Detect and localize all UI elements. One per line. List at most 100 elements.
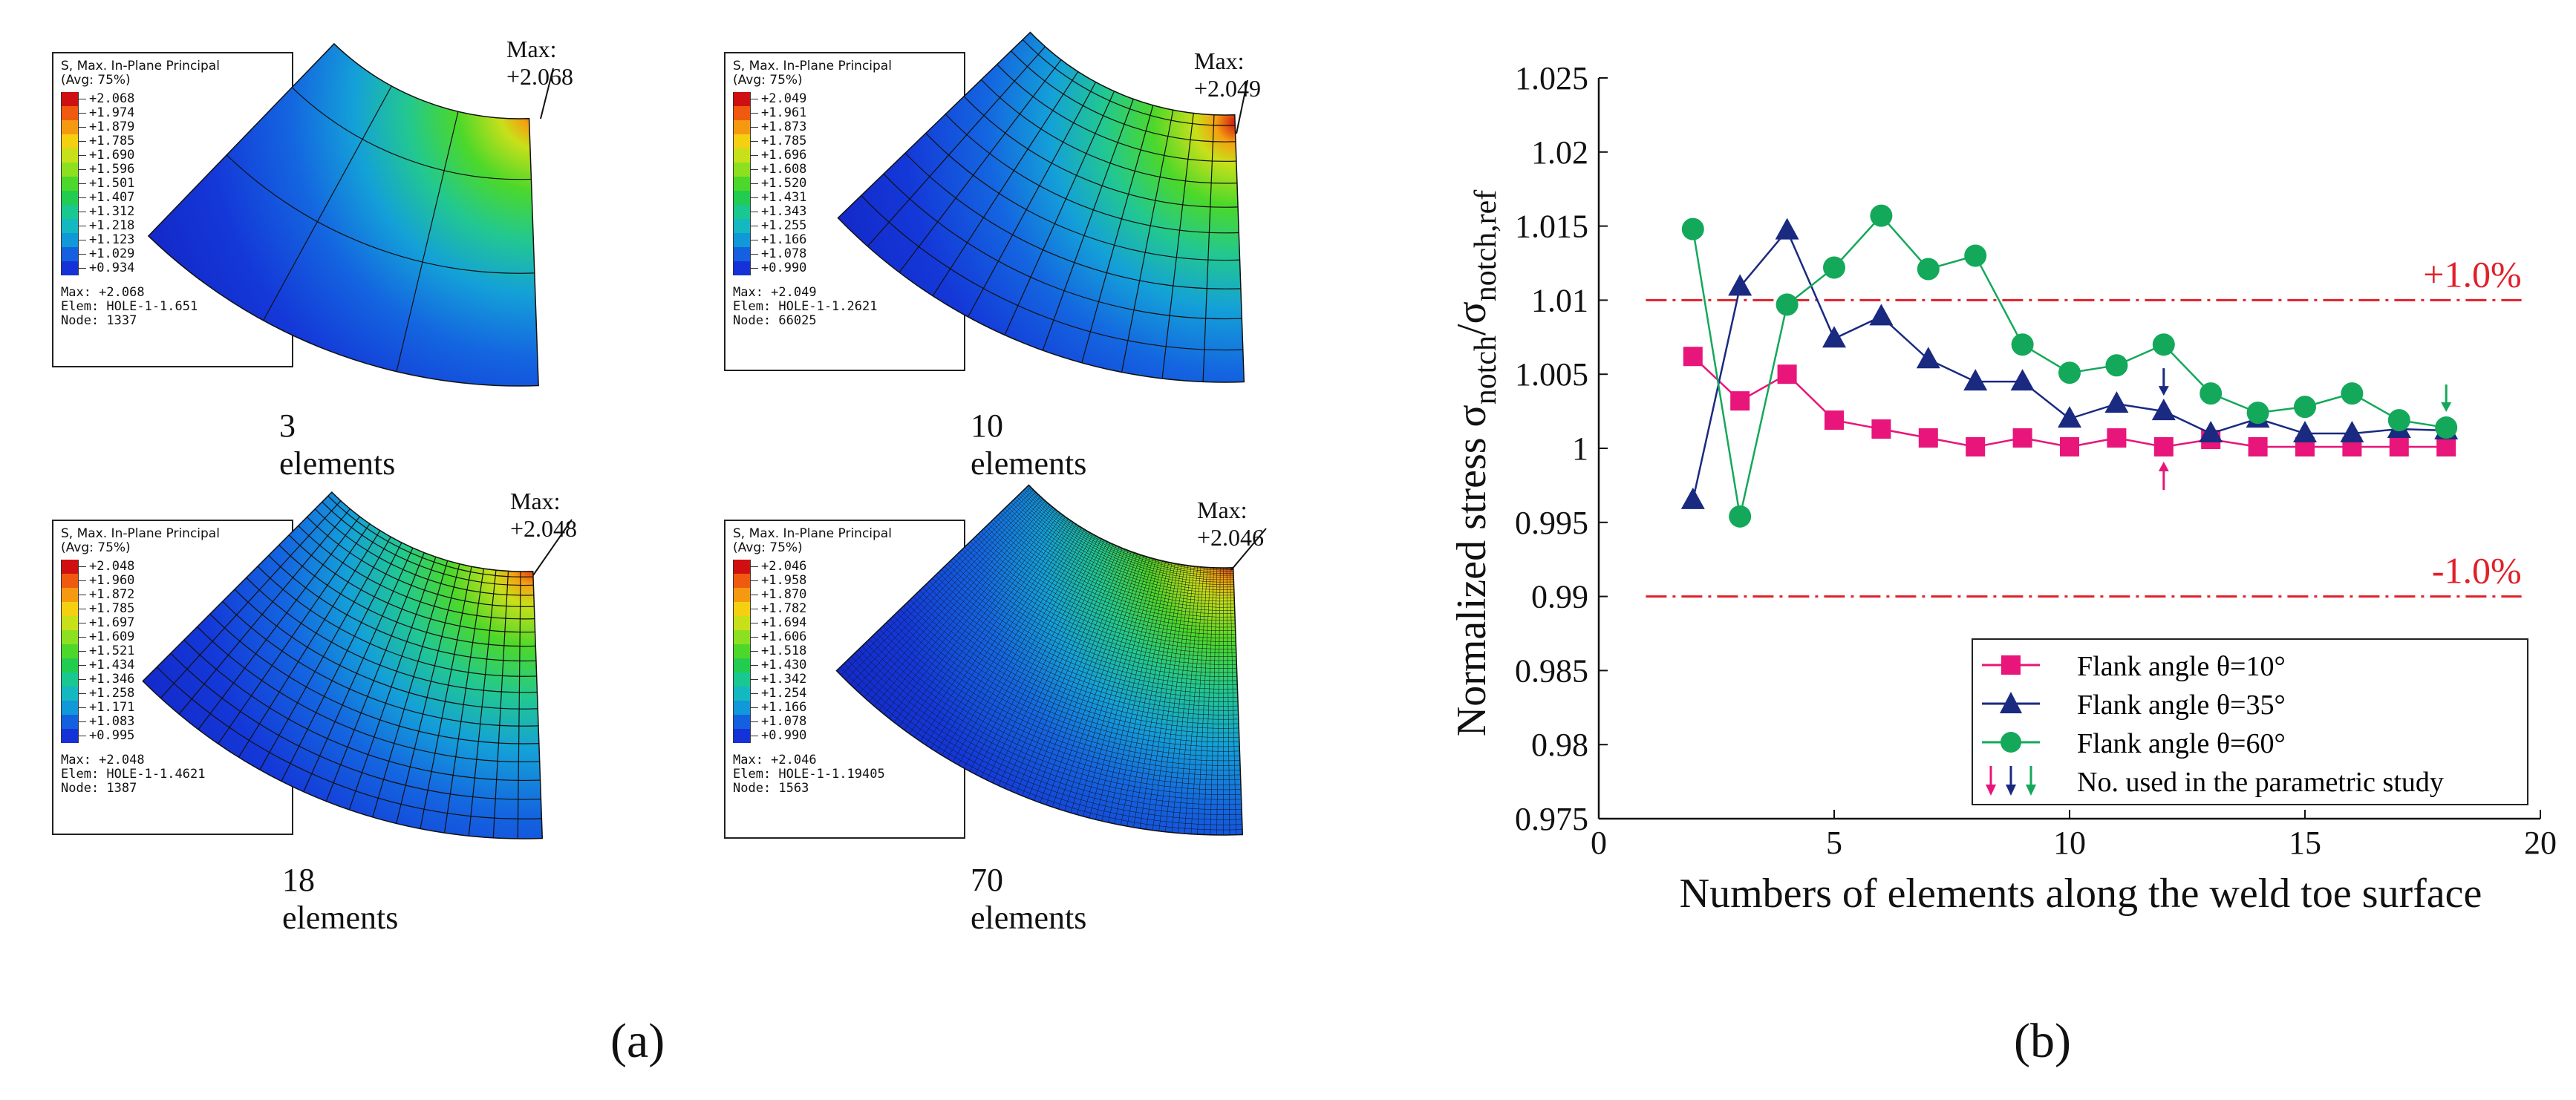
contour-level-label: +1.258: [89, 686, 135, 701]
legend-title: S, Max. In-Plane Principal: [733, 59, 892, 73]
contour-level-label: +1.166: [761, 700, 807, 715]
mesh-line: [936, 526, 1080, 753]
color-bar-row: +1.078: [733, 715, 956, 729]
y-tick-label: 1.025: [1515, 60, 1588, 96]
color-swatch: [733, 120, 751, 134]
y-tick-label: 0.995: [1515, 505, 1588, 541]
legend-triangle-marker: [2000, 692, 2022, 713]
mesh-line: [1028, 549, 1126, 799]
color-bar-row: +1.608: [733, 163, 956, 177]
y-axis-label-part: notch: [1469, 335, 1503, 405]
data-point: [2153, 437, 2174, 457]
color-swatch: [61, 261, 79, 275]
mesh-line: [325, 552, 425, 802]
contour-level-label: +1.166: [761, 232, 807, 247]
mesh-line: [1230, 567, 1236, 835]
color-swatch: [733, 205, 751, 219]
data-point: [2104, 391, 2129, 413]
legend-title: S, Max. In-Plane Principal: [61, 59, 220, 73]
color-bar-row: +1.083: [61, 715, 284, 729]
max-label: Max: +2.068: [506, 36, 574, 90]
contour-level-label: +1.254: [761, 686, 807, 701]
data-point: [2199, 421, 2223, 443]
mesh-line: [1210, 567, 1218, 835]
mesh-line: [850, 491, 1036, 685]
mesh-line: [899, 59, 1062, 273]
contour-level-label: +1.697: [89, 615, 135, 630]
y-tick-label: 1.02: [1531, 134, 1588, 171]
info-node: Node: 66025: [733, 313, 817, 328]
mesh-line: [1161, 113, 1194, 379]
color-swatch: [61, 602, 79, 616]
data-point: [1825, 410, 1844, 430]
mesh-line: [492, 571, 509, 838]
mesh-line: [1101, 560, 1163, 822]
info-max: Max: +2.049: [733, 285, 817, 300]
max-pointer: [532, 519, 573, 576]
color-bar-row: +1.346: [61, 672, 284, 687]
mesh-line: [841, 487, 1031, 676]
x-tick-label: 15: [2289, 825, 2321, 861]
legend-avg: (Avg: 75%): [733, 73, 803, 88]
mesh-line: [1158, 566, 1192, 831]
mesh-caption: 18 elements: [282, 862, 399, 936]
series-circle: [1681, 204, 2458, 528]
mesh-line: [1133, 563, 1179, 828]
color-swatch: [61, 120, 79, 134]
mesh-line: [1058, 554, 1141, 810]
y-axis-label-part: Normalized stress σ: [1449, 405, 1495, 736]
mesh-line: [859, 496, 1041, 694]
data-point: [1775, 217, 1799, 240]
mesh-line: [1042, 99, 1134, 351]
mesh-line: [904, 152, 1241, 289]
selection-arrow: [2158, 462, 2169, 491]
mesh-line: [1022, 39, 1236, 126]
color-swatch: [61, 729, 79, 743]
data-point: [1681, 217, 1704, 240]
mesh-line: [1081, 105, 1154, 363]
contour-level-label: +1.785: [89, 601, 135, 616]
contour-level-label: +1.343: [761, 204, 807, 219]
color-bar-row: +1.697: [61, 616, 284, 630]
x-tick-label: 5: [1826, 825, 1842, 861]
contour-level-label: +1.342: [761, 672, 807, 687]
contour-level-label: +1.596: [89, 162, 135, 177]
selection-arrow: [2158, 368, 2169, 396]
data-point: [1918, 428, 1938, 448]
mesh-line: [930, 524, 1077, 749]
color-bar-row: +1.518: [733, 644, 956, 658]
mesh-line: [867, 46, 1046, 247]
mesh-line: [997, 64, 1236, 162]
mesh-line: [1016, 546, 1120, 794]
mesh-line: [1034, 550, 1129, 801]
mesh-line: [919, 520, 1072, 741]
x-tick-label: 0: [1591, 825, 1607, 861]
info-max: Max: +2.068: [61, 285, 145, 300]
color-swatch: [61, 92, 79, 106]
mesh-line: [1216, 567, 1221, 835]
x-tick-label: 10: [2053, 825, 2086, 861]
data-point: [2152, 333, 2175, 356]
mesh-caption: 70 elements: [971, 862, 1087, 936]
ref-label-lower: -1.0%: [2432, 550, 2522, 592]
mesh-line: [888, 508, 1056, 718]
mesh-line: [1202, 114, 1215, 382]
mesh-line: [226, 154, 535, 274]
mesh-line: [1197, 567, 1211, 835]
legend-circle-marker: [2001, 732, 2021, 753]
color-swatch: [61, 247, 79, 261]
mesh-line: [975, 537, 1099, 775]
color-bar-row: +2.046: [733, 560, 956, 574]
color-swatch: [733, 106, 751, 120]
panel-b-label: (b): [2014, 1014, 2071, 1068]
info-node: Node: 1387: [61, 781, 137, 796]
data-point: [2293, 421, 2317, 443]
data-point: [2389, 437, 2409, 457]
color-swatch: [61, 701, 79, 715]
contour-level-label: +1.078: [761, 714, 807, 729]
color-swatch: [733, 687, 751, 701]
color-bar-row: +1.501: [61, 177, 284, 191]
mesh-line: [1070, 556, 1147, 813]
color-swatch: [733, 715, 751, 729]
